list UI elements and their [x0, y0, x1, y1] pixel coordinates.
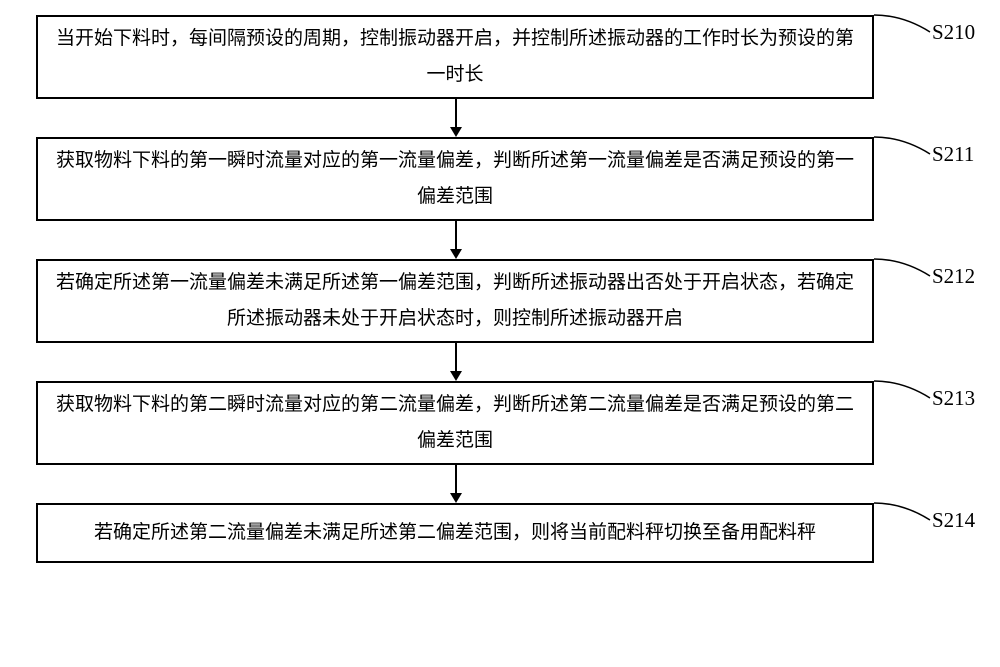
flowchart-canvas: 当开始下料时，每间隔预设的周期，控制振动器开启，并控制所述振动器的工作时长为预设… [0, 0, 1000, 667]
leader-line [874, 133, 932, 158]
step-label-s211: S211 [932, 142, 974, 167]
step-label-text: S211 [932, 142, 974, 166]
step-box-s211: 获取物料下料的第一瞬时流量对应的第一流量偏差，判断所述第一流量偏差是否满足预设的… [36, 137, 874, 221]
step-text: 若确定所述第二流量偏差未满足所述第二偏差范围，则将当前配料秤切换至备用配料秤 [94, 515, 816, 551]
arrow-line [455, 465, 457, 494]
arrow-head-icon [450, 249, 462, 259]
leader-line [874, 255, 932, 280]
arrow-head-icon [450, 371, 462, 381]
arrow-head-icon [450, 127, 462, 137]
leader-line [874, 499, 932, 524]
step-label-text: S210 [932, 20, 975, 44]
step-text: 当开始下料时，每间隔预设的周期，控制振动器开启，并控制所述振动器的工作时长为预设… [54, 21, 856, 93]
step-label-s214: S214 [932, 508, 975, 533]
step-box-s214: 若确定所述第二流量偏差未满足所述第二偏差范围，则将当前配料秤切换至备用配料秤 [36, 503, 874, 563]
step-box-s213: 获取物料下料的第二瞬时流量对应的第二流量偏差，判断所述第二流量偏差是否满足预设的… [36, 381, 874, 465]
step-text: 获取物料下料的第二瞬时流量对应的第二流量偏差，判断所述第二流量偏差是否满足预设的… [54, 387, 856, 459]
step-label-s210: S210 [932, 20, 975, 45]
arrow-line [455, 99, 457, 128]
step-label-text: S212 [932, 264, 975, 288]
step-box-s210: 当开始下料时，每间隔预设的周期，控制振动器开启，并控制所述振动器的工作时长为预设… [36, 15, 874, 99]
arrow-line [455, 343, 457, 372]
leader-line [874, 11, 932, 36]
step-label-text: S214 [932, 508, 975, 532]
arrow-head-icon [450, 493, 462, 503]
step-label-s212: S212 [932, 264, 975, 289]
step-label-s213: S213 [932, 386, 975, 411]
step-text: 获取物料下料的第一瞬时流量对应的第一流量偏差，判断所述第一流量偏差是否满足预设的… [54, 143, 856, 215]
step-box-s212: 若确定所述第一流量偏差未满足所述第一偏差范围，判断所述振动器出否处于开启状态，若… [36, 259, 874, 343]
step-label-text: S213 [932, 386, 975, 410]
step-text: 若确定所述第一流量偏差未满足所述第一偏差范围，判断所述振动器出否处于开启状态，若… [54, 265, 856, 337]
arrow-line [455, 221, 457, 250]
leader-line [874, 377, 932, 402]
